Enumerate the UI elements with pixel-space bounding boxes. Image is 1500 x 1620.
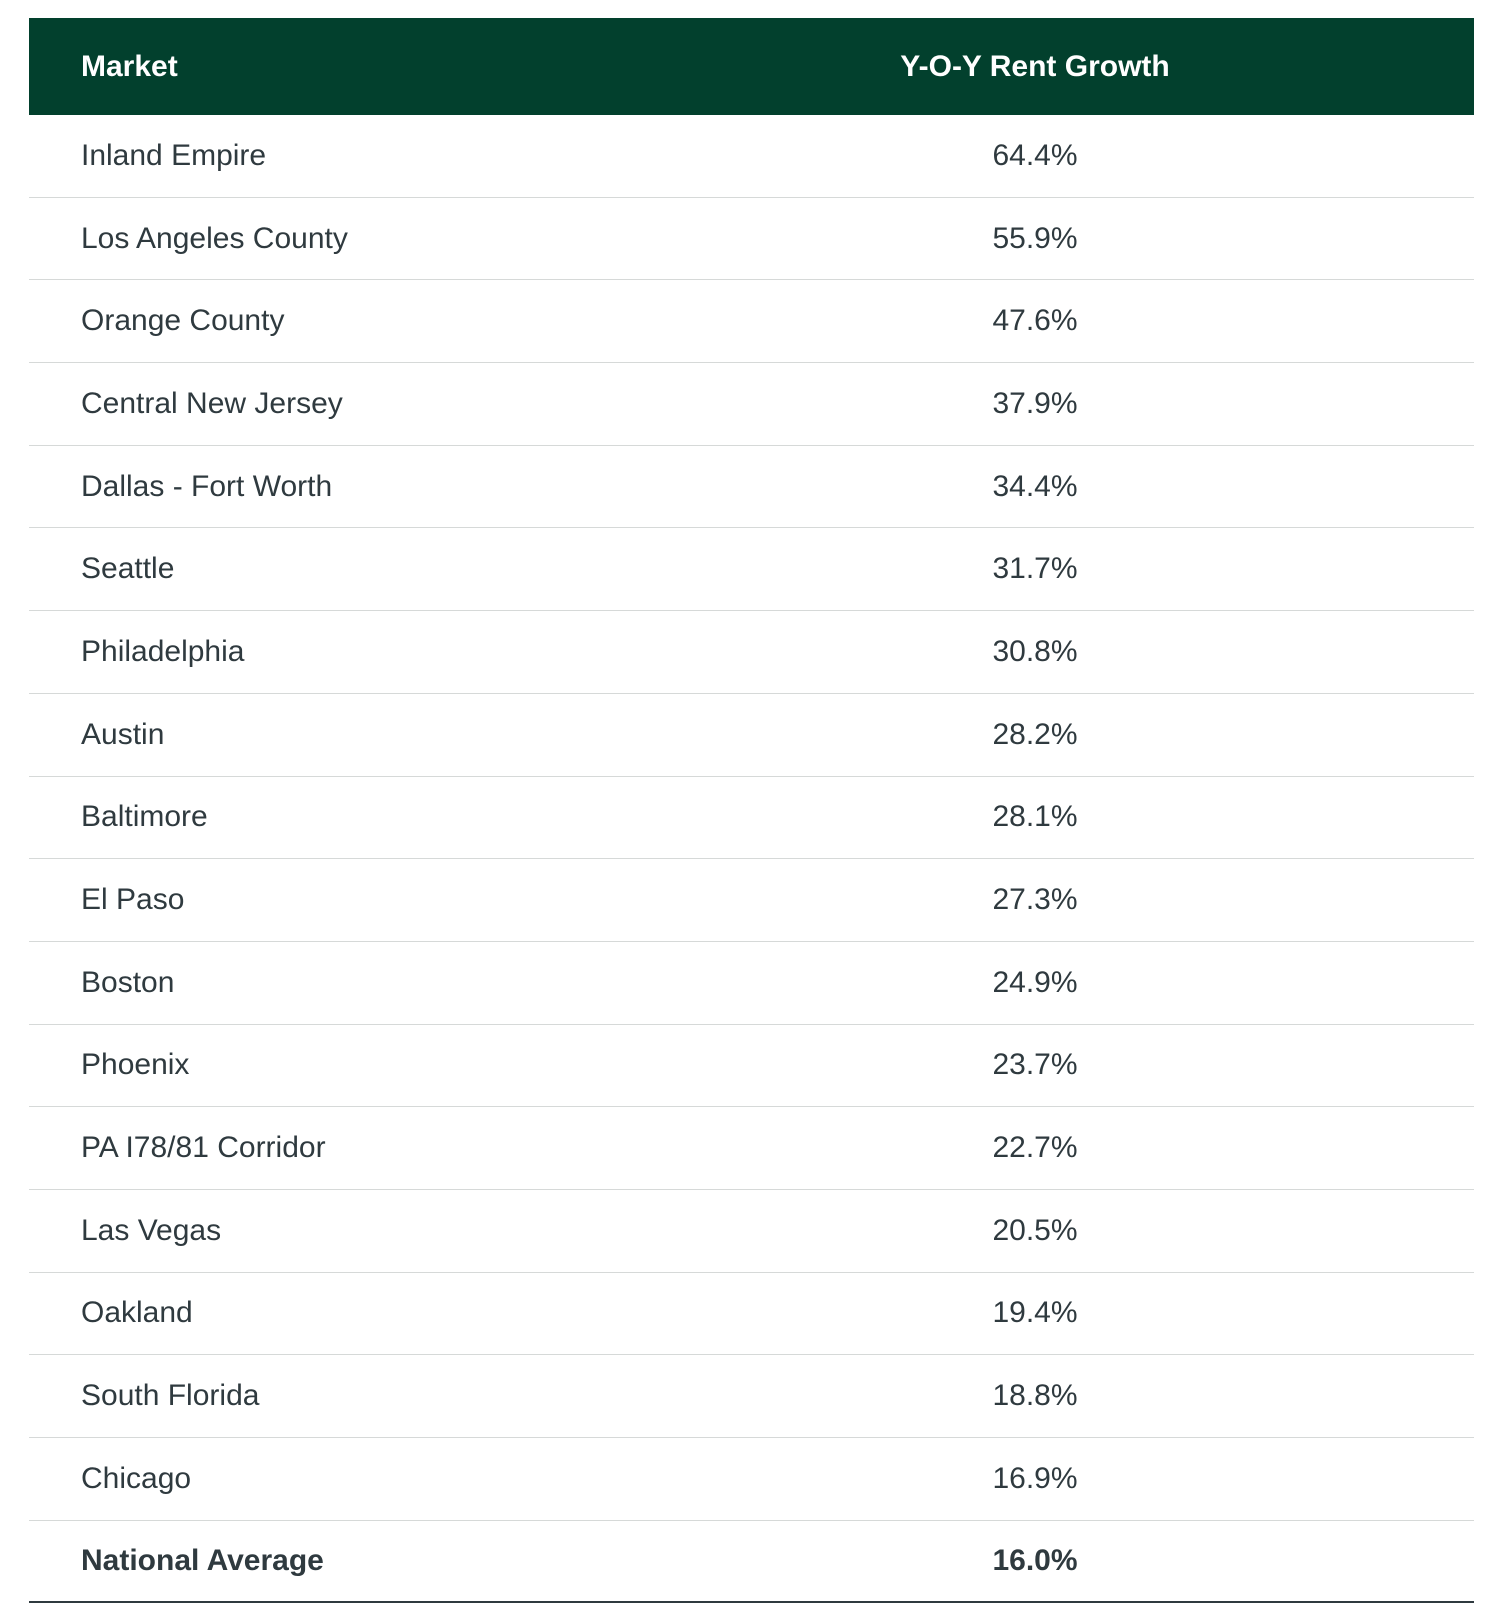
row-market: Dallas - Fort Worth <box>81 469 333 503</box>
row-growth: 22.7% <box>992 1131 1078 1165</box>
row-growth: 27.3% <box>992 883 1078 917</box>
row-market: Phoenix <box>81 1048 190 1082</box>
row-market: Baltimore <box>81 800 208 834</box>
row-market: Boston <box>81 965 175 999</box>
row-growth: 23.7% <box>992 1048 1078 1082</box>
table-row: Oakland 19.4% <box>29 1273 1474 1356</box>
row-market: Orange County <box>81 304 285 338</box>
total-growth: 16.0% <box>992 1544 1078 1578</box>
table-row: Inland Empire 64.4% <box>29 115 1474 198</box>
table-row: Dallas - Fort Worth 34.4% <box>29 446 1474 529</box>
header-growth: Y-O-Y Rent Growth <box>900 49 1170 83</box>
row-growth: 16.9% <box>992 1461 1078 1495</box>
row-growth: 24.9% <box>992 965 1078 999</box>
row-market: Austin <box>81 717 165 751</box>
table-row: Baltimore 28.1% <box>29 777 1474 860</box>
row-growth: 18.8% <box>992 1379 1078 1413</box>
row-market: Philadelphia <box>81 634 245 668</box>
table-row: Seattle 31.7% <box>29 528 1474 612</box>
table-row: South Florida 18.8% <box>29 1355 1474 1438</box>
table-row: Boston 24.9% <box>29 942 1474 1025</box>
table-row: Philadelphia 30.8% <box>29 611 1474 694</box>
row-growth: 34.4% <box>992 469 1078 503</box>
row-growth: 28.2% <box>992 717 1078 751</box>
table-header: Market Y-O-Y Rent Growth <box>29 18 1474 115</box>
table-row: Chicago 16.9% <box>29 1438 1474 1521</box>
row-growth: 19.4% <box>992 1296 1078 1330</box>
row-growth: 30.8% <box>992 634 1078 668</box>
table-row: Phoenix 23.7% <box>29 1025 1474 1108</box>
table-row: El Paso 27.3% <box>29 859 1474 942</box>
row-market: South Florida <box>81 1379 260 1413</box>
row-market: Seattle <box>81 552 175 586</box>
row-market: Los Angeles County <box>81 221 348 255</box>
row-growth: 47.6% <box>992 304 1078 338</box>
row-growth: 37.9% <box>992 386 1078 420</box>
row-market: Central New Jersey <box>81 386 343 420</box>
row-market: Chicago <box>81 1461 192 1495</box>
header-market: Market <box>81 49 178 83</box>
table-row: PA I78/81 Corridor 22.7% <box>29 1107 1474 1190</box>
row-growth: 55.9% <box>992 221 1078 255</box>
total-row: National Average 16.0% <box>29 1521 1474 1604</box>
row-market: Inland Empire <box>81 138 267 172</box>
total-market: National Average <box>81 1544 324 1578</box>
row-market: El Paso <box>81 883 185 917</box>
table-row: Los Angeles County 55.9% <box>29 198 1474 281</box>
row-growth: 20.5% <box>992 1213 1078 1247</box>
row-growth: 28.1% <box>992 800 1078 834</box>
table-row: Las Vegas 20.5% <box>29 1190 1474 1273</box>
row-market: Oakland <box>81 1296 193 1330</box>
table-row: Central New Jersey 37.9% <box>29 363 1474 446</box>
rent-growth-table: Market Y-O-Y Rent Growth Inland Empire 6… <box>29 18 1474 1604</box>
row-growth: 64.4% <box>992 138 1078 172</box>
row-market: PA I78/81 Corridor <box>81 1131 326 1165</box>
row-growth: 31.7% <box>992 552 1078 586</box>
table-row: Austin 28.2% <box>29 694 1474 777</box>
table-row: Orange County 47.6% <box>29 280 1474 364</box>
row-market: Las Vegas <box>81 1213 222 1247</box>
